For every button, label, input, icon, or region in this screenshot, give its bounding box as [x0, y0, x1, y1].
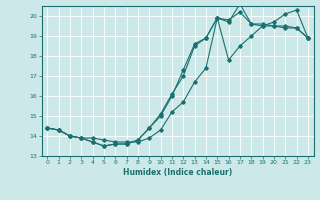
X-axis label: Humidex (Indice chaleur): Humidex (Indice chaleur): [123, 168, 232, 177]
